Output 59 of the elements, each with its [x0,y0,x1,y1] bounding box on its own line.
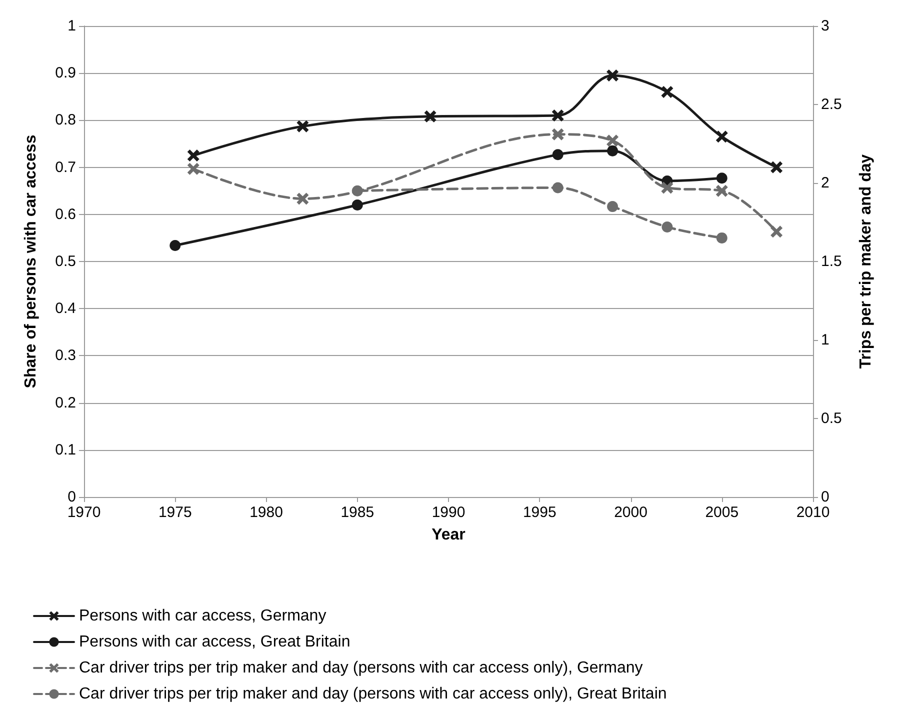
x-tick-label: 1980 [250,504,283,521]
point [716,184,728,197]
x-tick-label: 2005 [705,504,739,521]
y-tick-label: 0.2 [55,394,76,412]
point [552,109,564,122]
y-tick-label: 0.8 [55,112,76,129]
legend-label: Persons with car access, Great Britain [79,634,350,650]
point [352,199,363,210]
point [716,172,728,184]
point [716,232,728,244]
x-tick-label: 1970 [67,504,101,521]
point [296,192,309,205]
y-tick-label: 0.7 [55,158,76,176]
point [552,182,564,194]
point [170,240,181,251]
point [552,149,564,160]
y-tick-label: 1 [68,18,76,34]
point [606,134,619,147]
x-axis-title: Year [432,526,466,544]
y2-tick-label: 3 [821,18,830,34]
x-tick-label: 1990 [432,504,466,521]
point [296,120,309,132]
legend-label: Car driver trips per trip maker and day (persons with car access only), Germany [79,660,643,676]
y2-tick-label: 0 [821,488,830,506]
point [352,185,363,196]
x-tick-label: 2000 [614,504,648,521]
y2-tick-label: 2.5 [821,96,842,113]
y-tick-label: 0 [68,488,76,506]
legend-label: Persons with car access, Germany [79,608,326,624]
y-tick-label: 0.3 [55,347,76,364]
point [187,150,200,162]
y-tick-label: 0.9 [55,64,76,82]
y2-axis-title: Trips per trip maker and day [858,154,874,369]
y-axis-title: Share of persons with car access [22,134,40,388]
x-tick-label: 1985 [340,504,374,521]
point [606,69,619,82]
y-tick-label: 0.4 [55,300,76,318]
x-tick-label: 1995 [522,504,556,521]
point [770,226,783,238]
x-tick-label: 2010 [796,504,830,521]
point [552,128,564,140]
point [424,110,436,122]
y2-tick-label: 1.5 [821,253,842,270]
point [187,162,200,175]
y-tick-label: 0.6 [55,206,76,223]
y2-tick-label: 0.5 [821,410,842,427]
point [661,182,674,194]
point [662,221,673,232]
point [770,161,783,174]
x-tick-label: 1975 [158,504,192,521]
y2-tick-label: 1 [821,332,830,348]
point [716,130,728,143]
y2-tick-label: 2 [821,174,830,192]
legend-label: Car driver trips per trip maker and day (persons with car access only), Great Britain [79,686,667,702]
point [661,86,674,98]
y-tick-label: 0.5 [55,253,76,270]
point [607,145,618,156]
y-tick-label: 0.1 [55,441,76,458]
point [607,201,618,212]
